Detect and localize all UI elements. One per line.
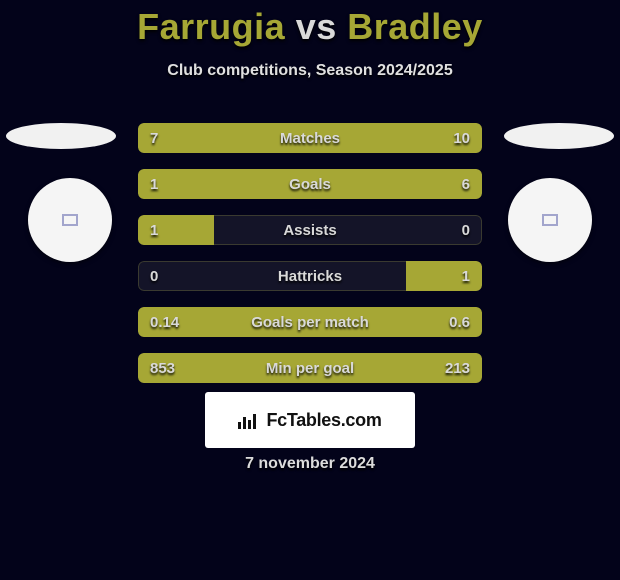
subtitle: Club competitions, Season 2024/2025 (0, 62, 620, 80)
player2-avatar-circle (508, 178, 592, 262)
player1-name: Farrugia (137, 6, 285, 47)
stat-row: 853Min per goal213 (138, 353, 482, 383)
stat-label: Min per goal (138, 353, 482, 383)
placeholder-icon (542, 214, 558, 226)
stat-label: Matches (138, 123, 482, 153)
stats-chart: 7Matches101Goals61Assists00Hattricks10.1… (138, 123, 482, 399)
stat-row: 7Matches10 (138, 123, 482, 153)
footer-date: 7 november 2024 (0, 455, 620, 473)
stat-row: 0Hattricks1 (138, 261, 482, 291)
stat-right-value: 0 (462, 215, 470, 245)
stat-right-value: 6 (462, 169, 470, 199)
stat-right-value: 213 (445, 353, 470, 383)
stat-row: 1Goals6 (138, 169, 482, 199)
vs-label: vs (296, 6, 337, 47)
comparison-title: Farrugia vs Bradley (0, 0, 620, 48)
stat-right-value: 0.6 (449, 307, 470, 337)
branding-text: FcTables.com (266, 410, 381, 431)
stat-right-value: 10 (453, 123, 470, 153)
player1-avatar-circle (28, 178, 112, 262)
stat-label: Assists (138, 215, 482, 245)
placeholder-icon (62, 214, 78, 226)
player2-name: Bradley (347, 6, 483, 47)
bar-chart-icon (238, 411, 260, 429)
stat-row: 0.14Goals per match0.6 (138, 307, 482, 337)
stat-row: 1Assists0 (138, 215, 482, 245)
stat-right-value: 1 (462, 261, 470, 291)
stat-label: Goals (138, 169, 482, 199)
stat-label: Goals per match (138, 307, 482, 337)
branding-box: FcTables.com (205, 392, 415, 448)
player1-badge-ellipse (6, 123, 116, 149)
stat-label: Hattricks (138, 261, 482, 291)
player2-badge-ellipse (504, 123, 614, 149)
